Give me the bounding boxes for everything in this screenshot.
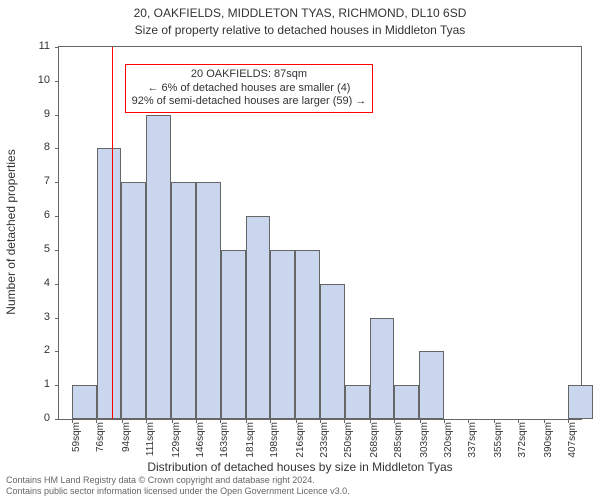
- histogram-bar: [370, 318, 395, 419]
- histogram-bar: [320, 284, 345, 419]
- y-tick-mark: [55, 318, 59, 319]
- chart-container: 20, OAKFIELDS, MIDDLETON TYAS, RICHMOND,…: [0, 0, 600, 500]
- y-axis-ticks: 01234567891011: [22, 46, 54, 418]
- histogram-bar: [171, 182, 196, 419]
- x-tick-label: 129sqm: [171, 422, 182, 458]
- x-tick-label: 163sqm: [219, 422, 230, 458]
- x-tick-label: 59sqm: [71, 422, 82, 452]
- x-tick-label: 76sqm: [95, 422, 106, 452]
- histogram-bar: [345, 385, 370, 419]
- y-tick-label: 5: [26, 243, 50, 255]
- y-tick-mark: [55, 385, 59, 386]
- histogram-bar: [270, 250, 295, 419]
- y-tick-mark: [55, 216, 59, 217]
- y-tick-mark: [55, 351, 59, 352]
- x-tick-label: 250sqm: [343, 422, 354, 458]
- annotation-line: ← 6% of detached houses are smaller (4): [132, 82, 367, 96]
- x-tick-label: 268sqm: [369, 422, 380, 458]
- x-tick-label: 146sqm: [195, 422, 206, 458]
- y-tick-label: 9: [26, 108, 50, 120]
- x-tick-label: 94sqm: [121, 422, 132, 452]
- annotation-line: 20 OAKFIELDS: 87sqm: [132, 68, 367, 82]
- histogram-bar: [97, 148, 122, 419]
- histogram-bar: [295, 250, 320, 419]
- histogram-bar: [419, 351, 444, 419]
- x-tick-label: 390sqm: [543, 422, 554, 458]
- x-tick-label: 372sqm: [517, 422, 528, 458]
- y-tick-mark: [55, 81, 59, 82]
- annotation-box: 20 OAKFIELDS: 87sqm← 6% of detached hous…: [125, 64, 374, 113]
- x-tick-label: 303sqm: [419, 422, 430, 458]
- reference-line: [112, 47, 113, 419]
- y-tick-label: 2: [26, 344, 50, 356]
- y-tick-label: 0: [26, 412, 50, 424]
- x-axis-label: Distribution of detached houses by size …: [0, 460, 600, 474]
- footer-attribution: Contains HM Land Registry data © Crown c…: [6, 475, 350, 497]
- y-tick-mark: [55, 115, 59, 116]
- histogram-bar: [568, 385, 593, 419]
- x-tick-label: 233sqm: [319, 422, 330, 458]
- chart-subtitle: Size of property relative to detached ho…: [0, 23, 600, 39]
- histogram-bar: [394, 385, 419, 419]
- y-tick-mark: [55, 284, 59, 285]
- y-tick-label: 11: [26, 40, 50, 52]
- x-tick-label: 320sqm: [443, 422, 454, 458]
- y-tick-label: 10: [26, 74, 50, 86]
- x-tick-label: 355sqm: [493, 422, 504, 458]
- x-tick-label: 407sqm: [567, 422, 578, 458]
- plot-area: 20 OAKFIELDS: 87sqm← 6% of detached hous…: [58, 46, 582, 420]
- chart-title: 20, OAKFIELDS, MIDDLETON TYAS, RICHMOND,…: [0, 0, 600, 22]
- histogram-bar: [121, 182, 146, 419]
- x-tick-label: 285sqm: [393, 422, 404, 458]
- y-tick-mark: [55, 182, 59, 183]
- x-tick-label: 337sqm: [467, 422, 478, 458]
- footer-line-2: Contains public sector information licen…: [6, 486, 350, 497]
- histogram-bar: [221, 250, 246, 419]
- histogram-bar: [72, 385, 97, 419]
- x-tick-label: 216sqm: [295, 422, 306, 458]
- y-tick-label: 4: [26, 277, 50, 289]
- y-tick-mark: [55, 47, 59, 48]
- x-tick-label: 198sqm: [269, 422, 280, 458]
- y-tick-mark: [55, 250, 59, 251]
- y-tick-label: 3: [26, 311, 50, 323]
- histogram-bar: [196, 182, 221, 419]
- footer-line-1: Contains HM Land Registry data © Crown c…: [6, 475, 350, 486]
- histogram-bar: [146, 115, 171, 419]
- y-tick-label: 8: [26, 141, 50, 153]
- y-tick-label: 6: [26, 209, 50, 221]
- x-tick-label: 111sqm: [145, 422, 156, 456]
- x-tick-label: 181sqm: [245, 422, 256, 458]
- y-tick-label: 7: [26, 175, 50, 187]
- y-axis-label: Number of detached properties: [4, 67, 18, 232]
- histogram-bar: [246, 216, 271, 419]
- annotation-line: 92% of semi-detached houses are larger (…: [132, 95, 367, 109]
- y-tick-mark: [55, 148, 59, 149]
- y-tick-label: 1: [26, 378, 50, 390]
